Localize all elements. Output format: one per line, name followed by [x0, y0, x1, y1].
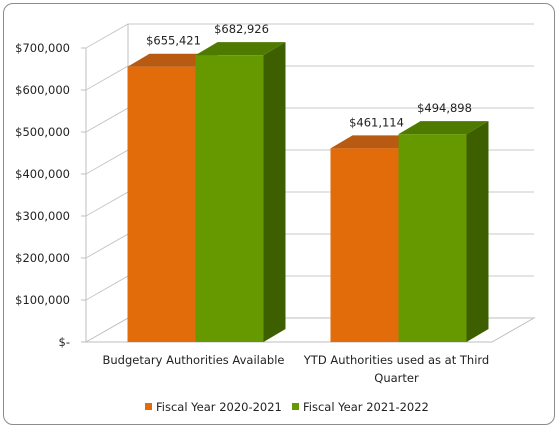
bar-front — [398, 134, 467, 342]
data-label: $494,898 — [417, 101, 472, 115]
category-label: YTD Authorities used as at Third — [303, 353, 489, 367]
bar-front — [127, 66, 196, 343]
bar-top — [398, 121, 489, 135]
bar-top — [195, 42, 286, 56]
y-tick-label: $500,000 — [15, 125, 70, 139]
y-tick-label: $300,000 — [15, 209, 70, 223]
legend-item-0: Fiscal Year 2020-2021 — [145, 400, 282, 414]
legend-item-1: Fiscal Year 2021-2022 — [292, 400, 429, 414]
y-tick-label: $- — [59, 335, 70, 349]
bar-front — [195, 55, 264, 342]
category-label: Budgetary Authorities Available — [103, 353, 285, 367]
y-tick-label: $200,000 — [15, 251, 70, 265]
y-tick-label: $700,000 — [15, 41, 70, 55]
bar-side — [466, 121, 489, 342]
category-label: Quarter — [374, 371, 419, 385]
data-label: $682,926 — [214, 22, 269, 36]
data-label: $655,421 — [146, 34, 201, 48]
legend-swatch — [292, 403, 299, 410]
bar-1-0 — [195, 42, 286, 342]
bar-side — [263, 42, 286, 342]
bar-front — [330, 148, 399, 342]
y-tick-label: $100,000 — [15, 293, 70, 307]
bar-top — [330, 135, 421, 149]
y-tick-label: $600,000 — [15, 83, 70, 97]
bar-top — [127, 53, 218, 67]
y-tick-label: $400,000 — [15, 167, 70, 181]
legend-label: Fiscal Year 2020-2021 — [156, 400, 282, 414]
bar-1-1 — [398, 121, 489, 342]
legend-label: Fiscal Year 2021-2022 — [303, 400, 429, 414]
legend-swatch — [145, 403, 152, 410]
data-label: $461,114 — [349, 115, 404, 129]
